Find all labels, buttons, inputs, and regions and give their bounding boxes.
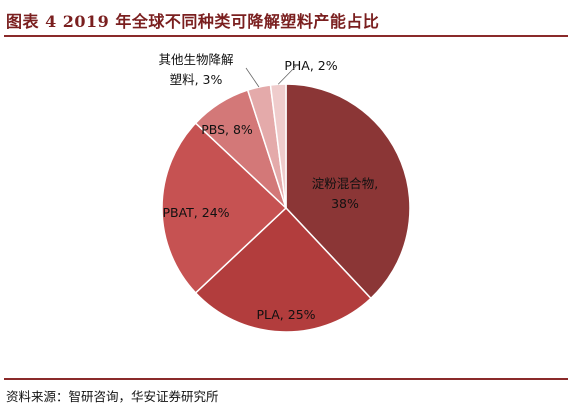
slice-label-1: PLA, 25% xyxy=(256,307,315,322)
pie-slices xyxy=(161,83,411,333)
slice-label-3: PBS, 8% xyxy=(201,122,253,137)
leader-lines xyxy=(245,65,297,88)
pie-slice-0 xyxy=(285,83,411,300)
slice-label-0: 淀粉混合物, 38% xyxy=(312,176,378,211)
leader-line-4 xyxy=(245,67,260,88)
pie-chart: 淀粉混合物, 38% PLA, 25% PBAT, 24% PBS, 8% 其他生物降解塑… xyxy=(158,52,411,333)
pie-slice-5 xyxy=(269,83,287,209)
chart-title: 图表 4 2019 年全球不同种类可降解塑料产能占比 xyxy=(6,12,380,31)
leader-line-5 xyxy=(277,65,297,85)
pie-slice-2 xyxy=(161,122,288,294)
pie-labels: 淀粉混合物, 38% PLA, 25% PBAT, 24% PBS, 8% 其他生物降解塑… xyxy=(158,52,378,322)
source-note: 资料来源：智研咨询，华安证券研究所 xyxy=(6,389,219,404)
slice-label-2: PBAT, 24% xyxy=(162,205,229,220)
slice-label-5: PHA, 2% xyxy=(284,58,337,73)
title-divider xyxy=(4,35,568,37)
pie-slice-1 xyxy=(194,206,372,333)
slice-label-4: 其他生物降解塑料, 3% xyxy=(158,52,233,87)
source-divider xyxy=(4,378,568,380)
